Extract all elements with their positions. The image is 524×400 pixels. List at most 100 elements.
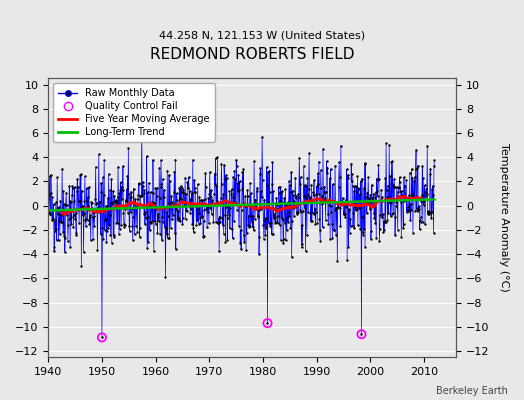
Point [284,219,292,225]
Point [135,234,144,240]
Point [120,224,128,230]
Point [49,201,58,207]
Point [322,189,330,195]
Point [116,179,125,186]
Point [422,186,431,192]
Point [119,163,127,169]
Point [46,173,54,179]
Point [380,218,388,224]
Point [392,203,400,209]
Point [67,220,75,227]
Point [166,203,174,209]
Point [287,169,296,175]
Point [413,165,422,172]
Point [176,195,184,202]
Point [416,217,424,223]
Point [382,140,390,147]
Point [354,222,362,228]
Point [249,227,258,234]
Point [141,214,150,221]
Point [323,164,332,171]
Point [357,202,365,209]
Point [162,226,170,232]
Point [430,157,439,164]
Point [116,226,124,232]
Point [337,198,346,205]
Point [194,206,202,212]
Point [225,212,233,218]
Point [73,188,81,194]
Point [247,213,256,219]
Point [137,193,145,199]
Point [329,198,337,204]
Point [248,203,256,210]
Point [205,191,213,197]
Point [369,198,377,204]
Point [414,208,422,215]
Point [420,198,428,204]
Point [406,217,414,223]
Point [48,194,57,201]
Point [311,221,320,227]
Point [350,225,358,232]
Point [98,334,106,341]
Point [146,219,155,226]
Point [260,196,269,203]
Point [136,193,145,199]
Point [195,193,204,200]
Point [71,216,79,222]
Point [62,202,71,208]
Point [208,211,216,217]
Point [169,200,178,207]
Point [211,155,220,161]
Point [277,188,286,195]
Point [352,189,361,195]
Point [81,173,89,180]
Point [107,200,115,206]
Point [59,188,68,194]
Point [326,236,334,242]
Point [110,193,118,200]
Point [404,204,412,210]
Point [274,213,282,219]
Point [94,204,103,210]
Point [230,218,238,224]
Point [73,207,82,214]
Point [251,216,259,223]
Point [415,203,423,210]
Point [300,193,309,199]
Point [353,173,362,180]
Point [318,200,326,207]
Point [140,211,148,217]
Point [422,193,430,200]
Point [311,205,319,212]
Point [133,229,141,235]
Point [144,214,152,220]
Point [59,229,67,235]
Point [178,189,186,196]
Point [276,198,284,204]
Point [427,215,435,221]
Point [245,224,253,231]
Point [373,188,381,194]
Point [74,184,82,190]
Point [287,188,295,195]
Point [394,189,402,196]
Point [149,157,157,163]
Point [344,244,353,250]
Point [168,202,177,208]
Point [202,184,210,190]
Point [296,207,304,213]
Point [151,185,159,191]
Point [236,227,245,234]
Point [426,166,434,172]
Point [398,193,407,199]
Point [128,222,137,229]
Point [220,162,228,168]
Point [45,192,53,198]
Point [107,240,116,246]
Point [190,177,198,184]
Point [303,175,311,181]
Point [339,202,347,208]
Point [102,238,111,245]
